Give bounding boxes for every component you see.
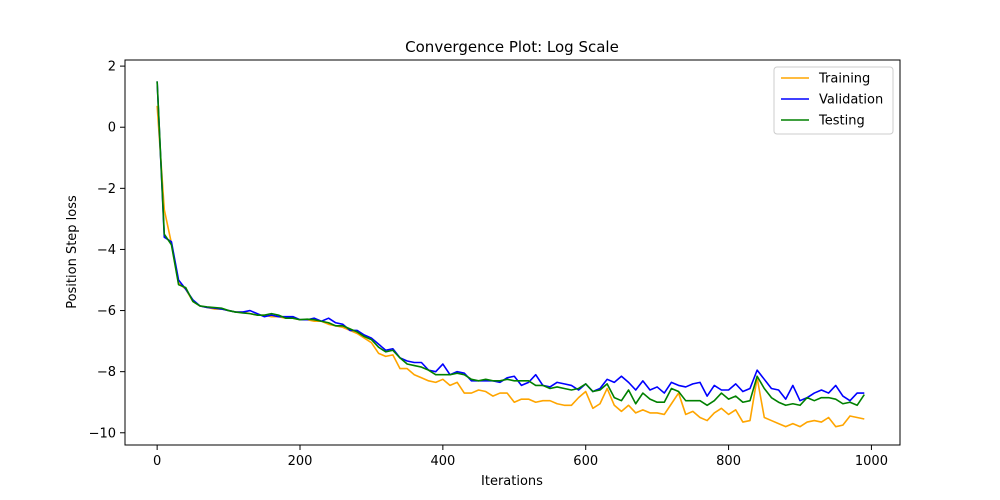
- plot-area: [124, 59, 901, 446]
- x-tick-label: 200: [288, 454, 313, 469]
- x-tick-label: 1000: [855, 454, 888, 469]
- series-line-validation: [156, 81, 865, 402]
- x-axis-label: Iterations: [481, 474, 543, 489]
- y-tick-label: 2: [108, 60, 116, 75]
- legend: Training Validation Testing: [773, 66, 894, 135]
- legend-entries: Training Validation Testing: [781, 72, 883, 129]
- chart-title: Convergence Plot: Log Scale: [405, 38, 619, 56]
- y-tick-label: −4: [97, 243, 116, 258]
- x-tick-label: 400: [430, 454, 455, 469]
- x-tick-label: 0: [153, 454, 161, 469]
- legend-label-validation: Validation: [819, 93, 883, 108]
- y-tick-label: 0: [108, 121, 116, 136]
- y-tick-label: −6: [97, 304, 116, 319]
- series-layer: [156, 81, 865, 428]
- legend-label-testing: Testing: [818, 114, 865, 129]
- series-line-testing: [156, 81, 865, 407]
- x-axis-ticks: 0 200 400 600 800 1000: [153, 445, 888, 469]
- x-tick-label: 600: [573, 454, 598, 469]
- axes-frame: [124, 59, 901, 446]
- y-axis-ticks: 2 0 −2 −4 −6 −8 −10: [89, 60, 125, 441]
- legend-box: [773, 66, 894, 135]
- y-tick-label: −2: [97, 182, 116, 197]
- x-tick-label: 800: [716, 454, 741, 469]
- y-axis-label: Position Step loss: [65, 195, 80, 309]
- legend-label-training: Training: [818, 72, 870, 87]
- y-tick-label: −8: [97, 365, 116, 380]
- y-tick-label: −10: [89, 426, 116, 441]
